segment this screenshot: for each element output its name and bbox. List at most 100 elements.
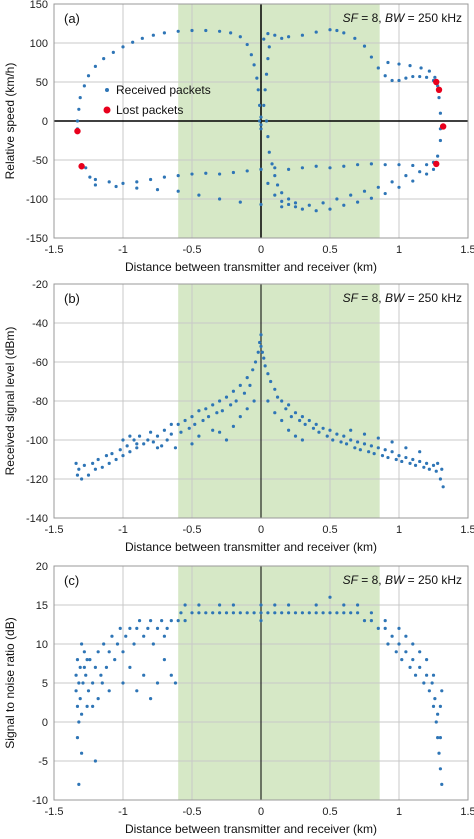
received-packet-point: [287, 202, 291, 207]
received-packet-point: [197, 409, 201, 413]
received-packet-point: [121, 681, 125, 685]
received-packet-point: [293, 434, 298, 438]
received-packet-point: [146, 626, 150, 631]
received-packet-point: [307, 203, 311, 207]
received-packet-point: [74, 461, 78, 465]
received-packet-point: [128, 665, 132, 670]
received-packet-point: [418, 665, 422, 670]
received-packet-point: [78, 96, 82, 100]
received-packet-point: [155, 626, 160, 631]
received-packet-point: [84, 166, 88, 170]
received-packet-point: [245, 611, 249, 615]
received-packet-point: [176, 422, 180, 426]
received-packet-point: [218, 611, 222, 615]
received-packet-point: [135, 626, 139, 631]
received-packet-point: [165, 438, 169, 442]
received-packet-point: [80, 477, 84, 481]
received-packet-point: [100, 681, 104, 685]
received-packet-point: [176, 619, 180, 623]
received-packet-point: [248, 383, 252, 387]
received-packet-point: [125, 444, 129, 448]
received-packet-point: [218, 172, 222, 176]
received-packet-point: [342, 31, 346, 35]
received-packet-point: [155, 434, 160, 438]
received-packet-point: [229, 403, 233, 407]
received-packet-point: [349, 438, 353, 442]
received-packet-point: [258, 119, 262, 123]
received-packet-point: [273, 387, 277, 391]
x-tick-label: -1: [118, 524, 128, 536]
y-tick-label: -10: [32, 795, 48, 807]
received-packet-point: [411, 642, 415, 646]
received-packet-point: [273, 611, 277, 615]
received-packet-point: [383, 163, 387, 167]
received-packet-point: [259, 127, 263, 131]
received-packet-point: [317, 430, 321, 434]
received-packet-point: [438, 704, 442, 709]
received-packet-point: [300, 33, 304, 37]
y-tick-label: -5: [38, 756, 48, 768]
received-packet-point: [397, 642, 401, 646]
received-packet-point: [397, 78, 401, 83]
y-tick-label: 0: [42, 116, 48, 128]
received-packet-point: [245, 407, 249, 411]
received-packet-point: [149, 177, 153, 182]
received-packet-point: [245, 42, 249, 47]
received-packet-point: [328, 611, 332, 615]
received-packet-point: [311, 426, 316, 430]
received-packet-point: [162, 658, 166, 662]
received-packet-point: [376, 436, 380, 440]
received-packet-point: [344, 442, 349, 446]
received-packet-point: [383, 191, 387, 196]
received-packet-point: [211, 611, 215, 615]
received-packet-point: [187, 426, 191, 430]
received-packet-point: [137, 619, 142, 623]
received-packet-point: [80, 751, 84, 755]
received-packet-point: [436, 154, 440, 158]
received-packet-point: [434, 720, 438, 724]
received-packet-point: [84, 673, 88, 677]
received-packet-point: [259, 344, 263, 348]
received-packet-point: [140, 36, 144, 40]
x-tick-label: 1: [396, 806, 402, 818]
y-tick-label: 20: [36, 561, 48, 573]
received-packet-point: [183, 603, 187, 607]
received-packet-point: [376, 66, 380, 70]
received-packet-point: [394, 650, 398, 654]
received-packet-point: [413, 463, 418, 467]
received-packet-point: [438, 477, 442, 481]
received-packet-point: [386, 60, 390, 65]
received-packet-point: [86, 473, 91, 477]
received-packet-point: [404, 446, 408, 450]
received-packet-point: [135, 689, 139, 693]
received-packet-point: [118, 626, 122, 631]
received-packet-point: [425, 163, 429, 167]
received-packet-point: [390, 440, 394, 444]
received-packet-point: [151, 440, 155, 444]
received-packet-point: [356, 200, 360, 204]
received-packet-point: [440, 689, 444, 693]
received-packet-point: [131, 40, 135, 44]
sf-bw-annotation: SF = 8, BW = 250 kHz: [343, 11, 462, 25]
received-packet-point: [427, 689, 431, 693]
received-packet-point: [255, 76, 259, 80]
received-packet-point: [369, 611, 373, 615]
received-packet-point: [440, 782, 444, 787]
received-packet-point: [431, 463, 436, 467]
y-tick-label: -20: [32, 279, 48, 291]
received-packet-point: [287, 428, 291, 432]
received-packet-point: [307, 418, 311, 423]
received-packet-point: [369, 196, 373, 200]
received-packet-point: [400, 459, 404, 464]
received-packet-point: [314, 611, 318, 615]
received-packet-point: [231, 389, 235, 393]
received-packet-point: [404, 174, 408, 178]
received-packet-point: [77, 107, 81, 111]
received-packet-point: [411, 457, 415, 462]
received-packet-point: [104, 665, 109, 670]
y-tick-label: 10: [36, 639, 48, 651]
received-packet-point: [190, 611, 194, 615]
received-packet-point: [431, 673, 436, 677]
received-packet-point: [190, 415, 194, 419]
received-packet-point: [96, 457, 100, 462]
